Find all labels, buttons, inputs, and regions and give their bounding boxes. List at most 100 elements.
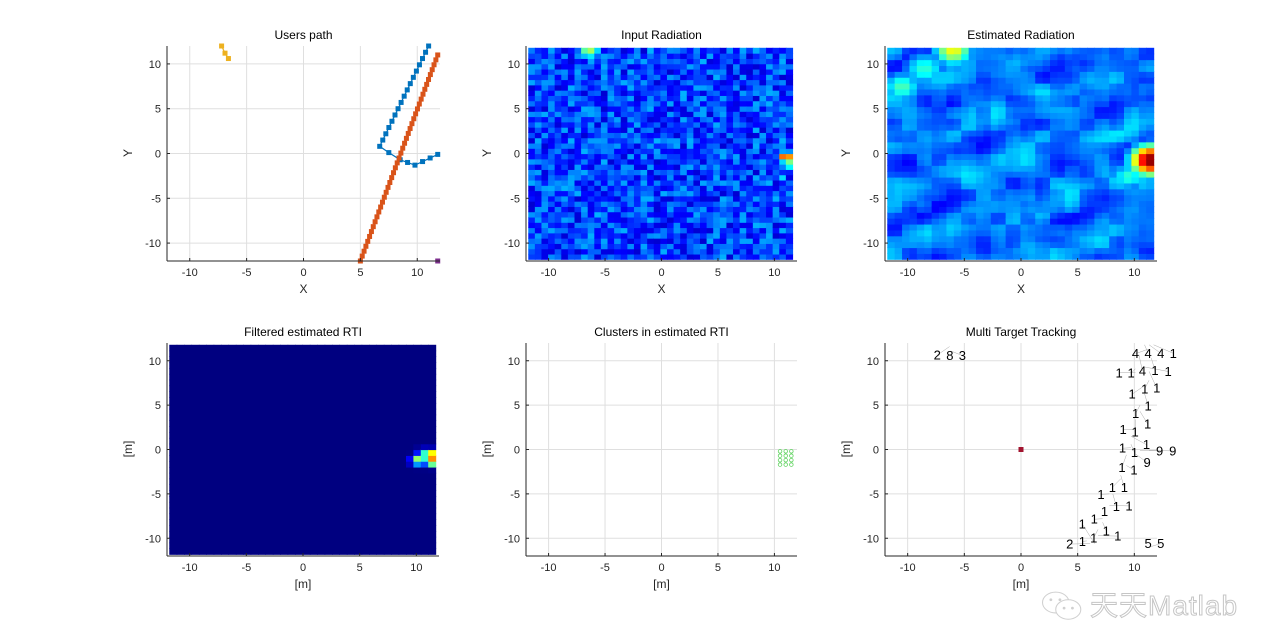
heatmap-cell bbox=[534, 222, 543, 229]
heatmap-cell bbox=[660, 243, 668, 250]
heatmap-cell bbox=[339, 362, 348, 369]
heatmap-cell bbox=[1101, 135, 1110, 143]
heatmap-cell bbox=[541, 111, 549, 118]
path-marker bbox=[392, 165, 398, 171]
heatmap-cell bbox=[946, 223, 955, 231]
heatmap-cell bbox=[1124, 188, 1133, 196]
heatmap-cell bbox=[1050, 165, 1059, 172]
heatmap-cell bbox=[198, 437, 207, 445]
heatmap-cell bbox=[680, 248, 688, 255]
heatmap-cell bbox=[693, 58, 701, 65]
heatmap-cell bbox=[1138, 100, 1147, 108]
heatmap-cell bbox=[953, 223, 962, 231]
heatmap-cell bbox=[191, 455, 200, 462]
heatmap-cell bbox=[983, 200, 992, 207]
heatmap-cell bbox=[746, 105, 754, 112]
heatmap-cell bbox=[258, 530, 267, 538]
heatmap-cell bbox=[574, 227, 582, 234]
heatmap-cell bbox=[317, 443, 326, 451]
heatmap-cell bbox=[235, 490, 244, 497]
track-label: 9 bbox=[1156, 443, 1163, 458]
heatmap-cell bbox=[700, 164, 708, 170]
heatmap-cell bbox=[614, 47, 622, 54]
heatmap-cell bbox=[686, 158, 694, 165]
heatmap-cell bbox=[1057, 71, 1066, 78]
heatmap-cell bbox=[772, 216, 780, 223]
heatmap-cell bbox=[376, 402, 385, 410]
heatmap-cell bbox=[1072, 212, 1081, 219]
heatmap-cell bbox=[1116, 194, 1125, 202]
heatmap-cell bbox=[990, 118, 999, 125]
heatmap-cell bbox=[376, 507, 385, 515]
heatmap-cell bbox=[302, 484, 311, 491]
heatmap-cell bbox=[1042, 247, 1051, 254]
heatmap-cell bbox=[420, 350, 429, 358]
heatmap-cell bbox=[640, 222, 648, 229]
heatmap-cell bbox=[673, 63, 681, 70]
heatmap-cell bbox=[1027, 218, 1036, 225]
heatmap-cell bbox=[428, 455, 437, 462]
heatmap-cell bbox=[759, 169, 767, 176]
heatmap-cell bbox=[640, 90, 648, 96]
heatmap-cell bbox=[309, 449, 318, 456]
heatmap-cell bbox=[931, 106, 940, 113]
heatmap-cell bbox=[726, 253, 734, 260]
heatmap-cell bbox=[567, 195, 576, 202]
heatmap-cell bbox=[413, 519, 422, 526]
heatmap-cell bbox=[680, 121, 688, 128]
heatmap-cell bbox=[779, 79, 787, 86]
heatmap-cell bbox=[733, 95, 741, 102]
heatmap-cell bbox=[946, 176, 955, 184]
heatmap-cell bbox=[587, 132, 595, 139]
heatmap-cell bbox=[534, 232, 543, 239]
track-label: 1 bbox=[1079, 517, 1086, 532]
heatmap-cell bbox=[739, 58, 747, 65]
heatmap-cell bbox=[693, 169, 701, 176]
heatmap-cell bbox=[287, 368, 296, 375]
heatmap-cell bbox=[673, 95, 681, 102]
heatmap-cell bbox=[534, 142, 543, 149]
heatmap-cell bbox=[534, 185, 543, 192]
heatmap-cell bbox=[235, 397, 244, 404]
heatmap-cell bbox=[548, 111, 556, 118]
heatmap-cell bbox=[614, 58, 622, 65]
heatmap-cell bbox=[673, 243, 681, 250]
heatmap-cell bbox=[660, 248, 668, 255]
heatmap-cell bbox=[534, 216, 543, 223]
heatmap-cell bbox=[1027, 141, 1036, 149]
heatmap-cell bbox=[346, 472, 355, 480]
path-marker bbox=[413, 111, 419, 117]
heatmap-cell bbox=[587, 222, 595, 229]
heatmap-cell bbox=[902, 212, 911, 219]
heatmap-cell bbox=[420, 414, 429, 422]
heatmap-cell bbox=[998, 100, 1007, 108]
heatmap-cell bbox=[176, 461, 185, 468]
heatmap-cell bbox=[548, 253, 556, 260]
heatmap-cell bbox=[700, 174, 708, 181]
heatmap-cell bbox=[554, 179, 562, 186]
heatmap-cell bbox=[295, 426, 304, 433]
heatmap-cell bbox=[534, 201, 543, 207]
heatmap-cell bbox=[607, 68, 615, 75]
heatmap-cell bbox=[746, 169, 754, 176]
heatmap-cell bbox=[324, 548, 333, 555]
heatmap-cell bbox=[581, 121, 589, 128]
heatmap-cell bbox=[924, 94, 933, 102]
heatmap-cell bbox=[759, 174, 767, 181]
heatmap-cell bbox=[235, 414, 244, 422]
heatmap-cell bbox=[1101, 53, 1110, 61]
heatmap-cell bbox=[614, 243, 622, 250]
heatmap-cell bbox=[272, 420, 281, 427]
heatmap-cell bbox=[1094, 83, 1103, 90]
heatmap-cell bbox=[961, 171, 970, 178]
heatmap-cell bbox=[953, 88, 962, 96]
heatmap-cell bbox=[998, 218, 1007, 225]
heatmap-cell bbox=[587, 47, 595, 54]
heatmap-cell bbox=[633, 142, 642, 149]
heatmap-cell bbox=[1131, 200, 1140, 207]
heatmap-cell bbox=[221, 408, 230, 416]
heatmap-cell bbox=[713, 47, 721, 54]
heatmap-cell bbox=[534, 68, 543, 75]
heatmap-cell bbox=[420, 525, 429, 532]
heatmap-cell bbox=[221, 391, 230, 398]
